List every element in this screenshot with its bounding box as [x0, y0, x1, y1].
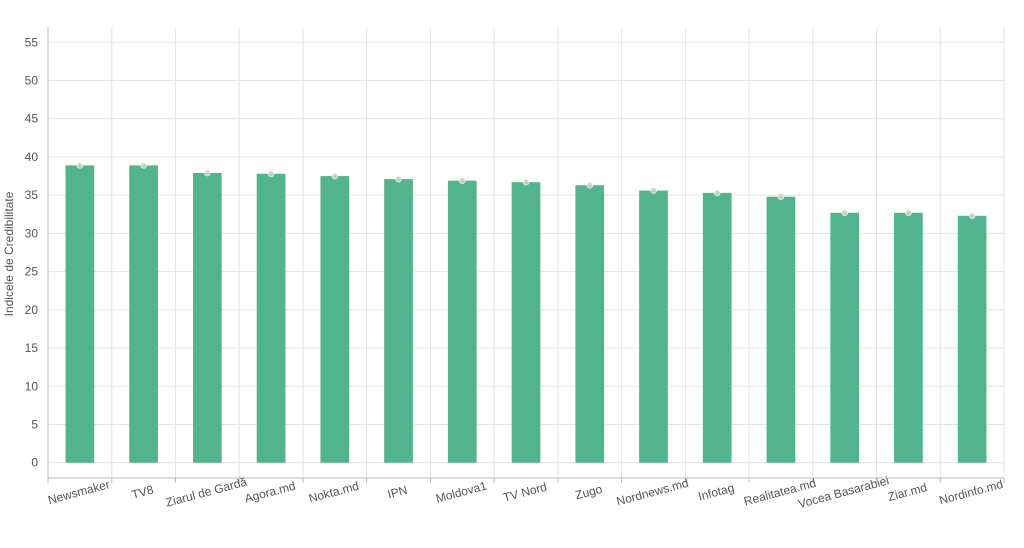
y-tick-label-45: 45 — [25, 112, 39, 126]
bar-newsmaker[interactable] — [65, 165, 95, 463]
point-marker-14 — [968, 212, 976, 220]
x-tick-label-4: Nokta.md — [307, 479, 360, 506]
y-tick-label-55: 55 — [25, 35, 39, 49]
bar-ziarul-de-gard-[interactable] — [192, 173, 222, 463]
x-tick-label-6: Moldova1 — [434, 479, 488, 506]
x-tick-label-8: Zugo — [574, 482, 604, 503]
point-marker-4 — [331, 172, 339, 180]
y-tick-label-35: 35 — [25, 188, 39, 202]
bar-tv8[interactable] — [129, 165, 158, 463]
point-marker-2 — [204, 169, 211, 177]
x-tick-label-13: Ziar.md — [886, 480, 928, 504]
point-marker-8 — [586, 181, 594, 189]
bar-zugo[interactable] — [575, 185, 605, 463]
y-tick-label-40: 40 — [25, 150, 39, 164]
bar-ipn[interactable] — [384, 179, 413, 463]
bar-nordnews-md[interactable] — [639, 190, 668, 463]
y-axis-label: Indicele de Credibilitate — [2, 191, 16, 316]
y-tick-label-0: 0 — [31, 456, 38, 470]
bars — [65, 165, 987, 463]
x-tick-label-10: Infotag — [697, 481, 736, 504]
x-tick-label-0: Newsmaker — [46, 477, 111, 507]
x-tick-label-5: IPN — [386, 483, 409, 502]
bar-infotag[interactable] — [702, 192, 732, 463]
x-tick-label-14: Nordinfo.md — [938, 477, 1005, 507]
y-tick-label-20: 20 — [25, 303, 39, 317]
y-tick-label-15: 15 — [25, 341, 39, 355]
x-tick-label-9: Nordnews.md — [615, 476, 690, 509]
y-tick-label-10: 10 — [25, 379, 39, 393]
point-marker-10 — [713, 189, 721, 197]
point-marker-11 — [777, 193, 785, 200]
y-tick-label-50: 50 — [25, 74, 39, 88]
bar-tv-nord[interactable] — [511, 182, 541, 463]
y-tick-label-25: 25 — [25, 265, 39, 279]
bar-moldova1[interactable] — [447, 180, 477, 463]
x-tick-label-2: Ziarul de Gardă — [164, 475, 248, 510]
x-tick-label-7: TV Nord — [502, 480, 549, 505]
point-marker-5 — [395, 175, 402, 183]
point-marker-6 — [458, 177, 466, 184]
bar-nokta-md[interactable] — [320, 176, 350, 463]
point-marker-9 — [650, 187, 657, 194]
x-tick-label-3: Agora.md — [243, 479, 297, 506]
y-tick-labels: 0 5 10 15 20 25 30 35 40 45 50 55 — [25, 35, 39, 469]
bar-vocea-basarabiei[interactable] — [830, 212, 860, 463]
point-marker-7 — [522, 178, 530, 186]
y-tick-label-30: 30 — [25, 226, 39, 240]
axes — [47, 27, 1005, 483]
point-markers — [76, 162, 976, 220]
y-tick-label-5: 5 — [31, 417, 38, 431]
bar-agora-md[interactable] — [256, 173, 286, 463]
point-marker-3 — [267, 170, 275, 178]
point-marker-12 — [841, 209, 848, 217]
point-marker-0 — [76, 162, 84, 169]
point-marker-13 — [905, 209, 912, 217]
bar-realitatea-md[interactable] — [766, 196, 796, 463]
bar-ziar-md[interactable] — [894, 212, 923, 463]
point-marker-1 — [140, 162, 147, 169]
bar-nordinfo-md[interactable] — [957, 215, 987, 463]
x-tick-label-1: TV8 — [130, 482, 155, 501]
